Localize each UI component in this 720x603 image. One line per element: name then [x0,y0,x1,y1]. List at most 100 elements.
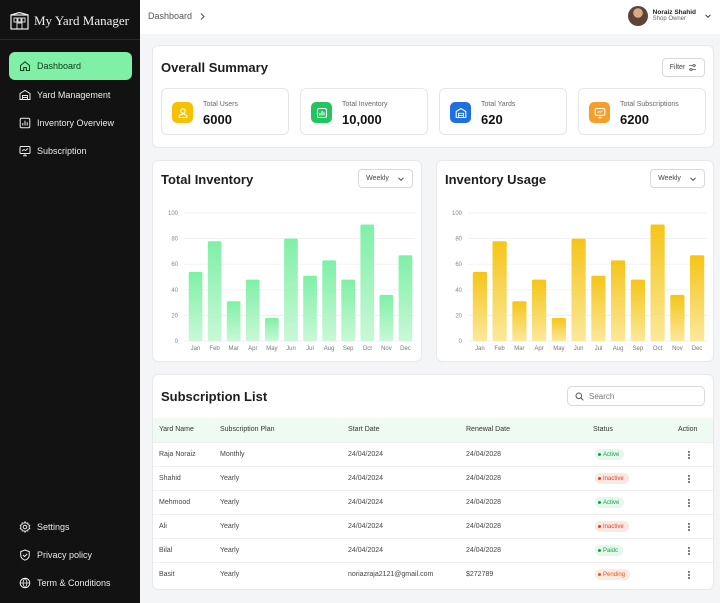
column-header-status[interactable]: Status [593,426,613,433]
bar-jun[interactable] [571,238,586,341]
more-actions-icon[interactable] [685,473,693,485]
x-tick-label: Jan [191,346,201,352]
sidebar-item-privacy-policy[interactable]: Privacy policy [9,541,132,569]
bar-dec[interactable] [398,255,413,341]
bar-may[interactable] [265,318,279,341]
user-role: Shop Owner [652,16,687,23]
bar-sep[interactable] [630,279,645,341]
cell-yard-name: Bilal [159,547,173,554]
stat-value: 6200 [620,112,649,127]
sidebar-item-label: Inventory Overview [37,118,115,128]
sidebar-item-inventory-overview[interactable]: Inventory Overview [9,109,132,137]
search-field[interactable] [567,386,705,406]
cell-start-date: 24/04/2024 [348,475,384,482]
bar-may[interactable] [551,318,566,341]
subscription-list-card: Subscription List Yard Name Subscription… [152,374,714,590]
total-inventory-chart: 0 20 40 60 80 100 Jan Feb Mar Apr May Jun Jul Aug Sep O… [168,211,415,352]
avatar[interactable] [627,6,648,26]
bar-dec[interactable] [690,255,705,341]
sidebar-item-label: Subscription [37,146,87,156]
period-select[interactable]: Weekly [358,169,413,188]
x-tick-label: Nov [672,346,683,352]
status-badge: Paidc [595,545,624,556]
column-header-start-date[interactable]: Start Date [348,426,380,433]
cell-yard-name: Mehmood [159,499,191,506]
sliders-icon [689,63,697,72]
table-row[interactable]: Basit Yearly noriazraja2121@gmail.com $2727… [153,562,713,586]
chevron-right-icon [200,12,205,20]
column-header-yard-name[interactable]: Yard Name [159,426,194,433]
column-header-renewal-date[interactable]: Renewal Date [466,426,510,433]
search-input[interactable] [589,391,699,401]
more-actions-icon[interactable] [685,521,693,533]
sidebar-item-settings[interactable]: Settings [9,513,132,541]
bar-jul[interactable] [591,275,606,341]
bar-apr[interactable] [245,279,260,341]
breadcrumb-item[interactable]: Dashboard [148,11,193,21]
table-row[interactable]: Shahid Yearly 24/04/2024 24/04/2028 Inactive [153,466,713,490]
sidebar-item-dashboard[interactable]: Dashboard [9,52,132,80]
subscription-list-title: Subscription List [161,389,268,404]
y-tick-label: 80 [455,237,462,243]
chevron-down-icon [690,176,696,181]
bar-nov[interactable] [670,294,685,341]
bar-jun[interactable] [284,238,298,341]
total-inventory-card: Total Inventory Weekly 0 20 40 60 80 100 Jan Fe… [152,160,422,362]
bar-aug[interactable] [611,260,626,341]
bar-apr[interactable] [532,279,547,341]
table-row[interactable]: Mehmood Yearly 24/04/2024 24/04/2028 Active [153,490,713,514]
sidebar-item-yard-management[interactable]: Yard Management [9,81,132,109]
more-actions-icon[interactable] [685,545,693,557]
x-tick-label: Aug [613,346,624,352]
chevron-down-icon[interactable] [704,12,712,20]
bar-feb[interactable] [492,241,507,341]
breadcrumb[interactable]: Dashboard [148,11,207,21]
more-actions-icon[interactable] [685,497,693,509]
cell-yard-name: Ali [159,523,167,530]
table-row[interactable]: Raja Noraiz Monthly 24/04/2024 24/04/2028 Ac… [153,442,713,466]
inventory-usage-card: Inventory Usage Weekly 0 20 40 60 80 100 Jan Fe… [436,160,714,362]
cell-start-date: 24/04/2024 [348,523,384,530]
y-tick-label: 100 [168,211,179,217]
inventory-usage-chart: 0 20 40 60 80 100 Jan Feb Mar Apr May Jun Jul Aug Sep O… [452,211,707,352]
x-tick-label: Feb [494,346,505,352]
more-actions-icon[interactable] [685,569,693,581]
filter-button[interactable]: Filter [662,58,705,77]
bar-jul[interactable] [303,275,317,341]
period-select[interactable]: Weekly [650,169,705,188]
status-badge: Inactive [595,473,629,484]
sidebar-item-subscription[interactable]: Subscription [9,137,132,165]
x-tick-label: Jan [475,346,485,352]
bar-aug[interactable] [322,260,336,341]
y-tick-label: 60 [171,262,178,268]
bar-sep[interactable] [341,279,355,341]
bar-oct[interactable] [360,224,375,342]
bar-mar[interactable] [226,301,241,341]
summary-title: Overall Summary [161,60,268,75]
column-header-plan[interactable]: Subscription Plan [220,426,275,433]
cell-renewal-date: $272789 [466,571,494,578]
bar-nov[interactable] [379,294,394,341]
more-actions-icon[interactable] [685,449,693,461]
bar-jan[interactable] [188,271,203,341]
cell-renewal-date: 24/04/2028 [466,475,502,482]
cell-start-date: noriazraja2121@gmail.com [348,571,434,578]
app-logo[interactable]: My Yard Manager [10,12,129,30]
status-badge: Active [595,449,625,460]
x-tick-label: Jun [286,346,296,352]
cell-renewal-date: 24/04/2028 [466,451,502,458]
home-icon [20,61,30,71]
bar-mar[interactable] [512,301,527,341]
bar-oct[interactable] [650,224,665,342]
sidebar: My Yard Manager Dashboard Yard Managemen… [0,0,140,603]
cell-plan: Yearly [220,475,240,482]
bar-jan[interactable] [472,271,487,341]
y-tick-label: 0 [459,339,463,345]
chevron-down-icon [398,176,404,181]
table-row[interactable]: Bilal Yearly 24/04/2024 24/04/2028 Paidc [153,538,713,562]
user-menu[interactable]: Noraiz Shahid Shop Owner [627,6,712,26]
bar-feb[interactable] [207,241,222,341]
sidebar-item-terms[interactable]: Term & Conditions [9,569,132,597]
cell-start-date: 24/04/2024 [348,451,384,458]
table-row[interactable]: Ali Yearly 24/04/2024 24/04/2028 Inactive [153,514,713,538]
